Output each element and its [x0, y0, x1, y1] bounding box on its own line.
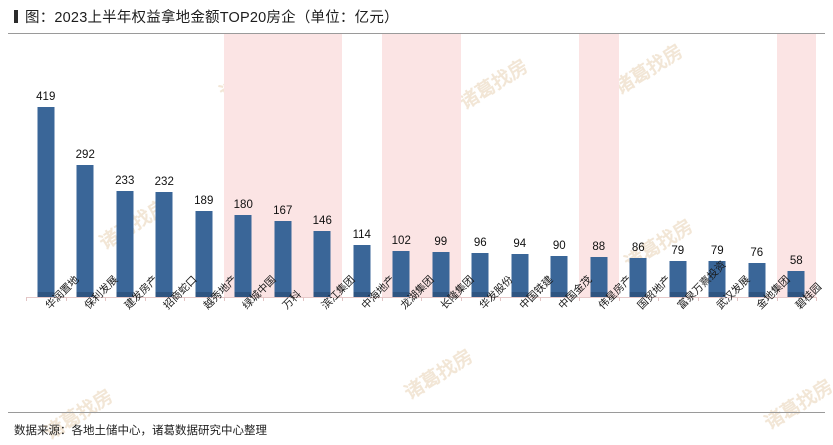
x-axis-tick — [777, 297, 778, 301]
bar-value-label: 102 — [391, 235, 411, 247]
bar[interactable] — [195, 211, 213, 297]
x-axis-tick — [66, 297, 67, 301]
x-axis-tick — [461, 297, 462, 301]
bar-column[interactable]: 114 — [342, 35, 382, 298]
bar-value-label: 88 — [592, 241, 606, 253]
bar[interactable] — [353, 245, 371, 297]
title-marker — [14, 10, 18, 23]
bar[interactable] — [787, 271, 805, 297]
bar-value-label: 76 — [750, 247, 764, 259]
bar[interactable] — [708, 261, 726, 297]
bar[interactable] — [37, 107, 55, 297]
bar-column[interactable]: 189 — [184, 35, 224, 298]
page-title: 图：2023上半年权益拿地金额TOP20房企（单位：亿元） — [25, 10, 399, 26]
plot-area: 419 292 233 232 189 180 167 146 114 102 99 96 94 90 88… — [0, 34, 833, 412]
bar[interactable] — [313, 231, 331, 297]
bar-value-label: 167 — [273, 205, 293, 217]
chart-footer: 数据来源：各地土储中心，诸葛数据研究中心整理 — [14, 419, 814, 441]
bar-column[interactable]: 96 — [460, 35, 500, 298]
bar-value-label: 419 — [36, 91, 56, 103]
bar-column[interactable]: 232 — [144, 35, 184, 298]
x-axis-tick — [579, 297, 580, 301]
bar-value-label: 232 — [154, 176, 174, 188]
bar-column[interactable]: 292 — [65, 35, 105, 298]
bar-value-label: 146 — [312, 215, 332, 227]
bar-column[interactable]: 99 — [421, 35, 461, 298]
chart-header: 图：2023上半年权益拿地金额TOP20房企（单位：亿元） — [0, 0, 833, 33]
x-axis-tick — [263, 297, 264, 301]
bar-column[interactable]: 79 — [658, 35, 698, 298]
x-axis-tick — [184, 297, 185, 301]
header-divider — [8, 33, 825, 34]
bar-column[interactable]: 94 — [500, 35, 540, 298]
x-axis-tick — [382, 297, 383, 301]
bar-column[interactable]: 79 — [697, 35, 737, 298]
x-axis-tick — [737, 297, 738, 301]
bar-value-label: 99 — [434, 236, 448, 248]
x-axis-ticks — [0, 297, 833, 302]
x-axis-tick — [658, 297, 659, 301]
bar-value-label: 58 — [789, 255, 803, 267]
bar-value-label: 180 — [233, 199, 253, 211]
bar-column[interactable]: 90 — [539, 35, 579, 298]
bar[interactable] — [629, 258, 647, 297]
x-axis-tick — [816, 297, 817, 301]
source-note: 数据来源：各地土储中心，诸葛数据研究中心整理 — [14, 425, 267, 437]
bar-value-label: 79 — [671, 245, 685, 257]
bar-value-label: 189 — [194, 195, 214, 207]
bar[interactable] — [234, 215, 252, 297]
x-axis-tick — [421, 297, 422, 301]
bar-value-label: 79 — [710, 245, 724, 257]
x-axis-tick — [224, 297, 225, 301]
bar-value-label: 114 — [352, 229, 371, 241]
bar-column[interactable]: 88 — [579, 35, 619, 298]
x-axis-tick — [145, 297, 146, 301]
bar-value-label: 233 — [115, 175, 135, 187]
bar[interactable] — [76, 165, 94, 297]
bar[interactable] — [274, 221, 292, 297]
x-axis-labels: 华润置地 保利发展 建发房产 招商蛇口 越秀地产 绿城中国 万科 滨江集团 中海地产 龙湖集团 长隆… — [0, 259, 833, 402]
bar-value-label: 292 — [75, 149, 95, 161]
x-axis-tick — [500, 297, 501, 301]
x-axis-tick — [540, 297, 541, 301]
bar-value-label: 96 — [473, 237, 487, 249]
bar[interactable] — [116, 191, 134, 297]
bar[interactable] — [392, 251, 410, 297]
highlight-band — [776, 34, 816, 298]
bar[interactable] — [471, 253, 489, 297]
bar[interactable] — [669, 261, 687, 297]
bar-column[interactable]: 86 — [618, 35, 658, 298]
bar-column[interactable]: 146 — [302, 35, 342, 298]
bar-series: 419 292 233 232 189 180 167 146 114 102 99 96 94 90 88… — [0, 34, 833, 298]
bar[interactable] — [511, 254, 529, 297]
x-axis-tick — [342, 297, 343, 301]
bar-value-label: 86 — [631, 242, 645, 254]
footer-divider — [8, 412, 825, 413]
bar[interactable] — [155, 192, 173, 297]
highlight-band — [579, 34, 619, 298]
x-axis-tick — [26, 297, 27, 301]
x-axis-tick — [303, 297, 304, 301]
bar-column[interactable]: 58 — [776, 35, 816, 298]
bar[interactable] — [432, 252, 450, 297]
bar-column[interactable]: 419 — [26, 35, 66, 298]
x-axis-tick — [619, 297, 620, 301]
bar-column[interactable]: 167 — [263, 35, 303, 298]
bar-column[interactable]: 233 — [105, 35, 145, 298]
bar[interactable] — [748, 263, 766, 297]
bar[interactable] — [550, 256, 568, 297]
x-axis-tick — [105, 297, 106, 301]
bar-value-label: 94 — [513, 238, 527, 250]
bar-column[interactable]: 102 — [381, 35, 421, 298]
bar-value-label: 90 — [552, 240, 566, 252]
bar[interactable] — [590, 257, 608, 297]
bar-column[interactable]: 180 — [223, 35, 263, 298]
bar-column[interactable]: 76 — [737, 35, 777, 298]
x-axis-tick — [698, 297, 699, 301]
